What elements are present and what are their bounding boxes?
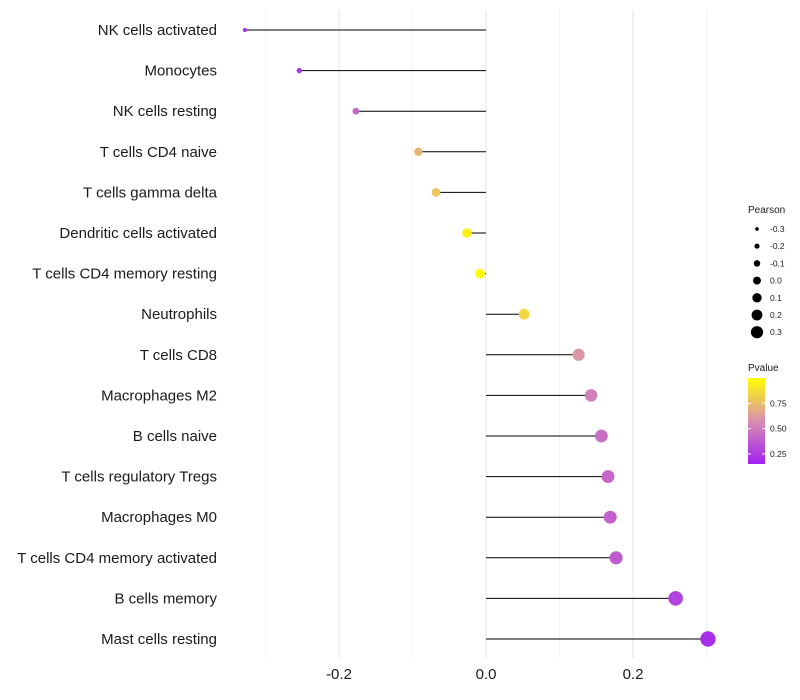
- size-legend-key: [754, 243, 760, 249]
- lollipop-point: [296, 67, 302, 74]
- size-legend-label: 0.2: [770, 310, 782, 320]
- category-label: B cells memory: [114, 590, 217, 607]
- color-legend-label: 0.50: [770, 424, 787, 434]
- size-legend-key: [753, 276, 761, 285]
- category-label: T cells gamma delta: [83, 184, 218, 201]
- color-legend-label: 0.75: [770, 398, 787, 408]
- x-tick-label: -0.2: [326, 666, 352, 683]
- category-label: T cells CD4 memory activated: [17, 550, 217, 567]
- size-legend-key: [752, 293, 762, 303]
- lollipop-point: [584, 389, 598, 402]
- size-legend-label: 0.1: [770, 293, 782, 303]
- lollipop-point: [414, 147, 423, 156]
- lollipop-point: [462, 228, 472, 238]
- lollipop-point: [352, 107, 360, 115]
- lollipop-point: [242, 27, 247, 33]
- size-legend-label: 0.0: [770, 276, 782, 286]
- category-label: T cells regulatory Tregs: [61, 469, 217, 486]
- size-legend-label: 0.3: [770, 327, 782, 337]
- color-legend-label: 0.25: [770, 449, 787, 459]
- size-legend-key: [750, 326, 764, 339]
- x-tick-label: 0.2: [623, 666, 644, 683]
- lollipop-point: [609, 551, 623, 565]
- lollipop-point: [700, 631, 716, 647]
- x-axis-ticks: -0.2 0.0 0.2: [326, 666, 643, 683]
- category-label: B cells naive: [133, 428, 217, 445]
- size-legend-key: [755, 227, 759, 231]
- size-legend: Pearson -0.3 -0.2 -0.1 0.0 0.1 0.2 0.3: [748, 205, 785, 339]
- category-labels: NK cells activated Monocytes NK cells rest…: [17, 22, 217, 648]
- color-legend-title: Pvalue: [748, 363, 779, 374]
- category-label: NK cells activated: [98, 22, 217, 39]
- size-legend-label: -0.1: [770, 258, 785, 268]
- category-label: Dendritic cells activated: [59, 225, 217, 242]
- lollipop-point: [601, 470, 615, 484]
- size-legend-key: [751, 309, 763, 321]
- size-legend-label: -0.3: [770, 224, 785, 234]
- category-label: T cells CD8: [140, 347, 217, 364]
- lollipop-point: [603, 510, 617, 524]
- category-label: T cells CD4 memory resting: [32, 266, 217, 283]
- category-label: Neutrophils: [141, 306, 217, 323]
- size-legend-title: Pearson: [748, 205, 785, 216]
- size-legend-key: [753, 260, 761, 267]
- category-label: Mast cells resting: [101, 631, 217, 648]
- lollipop-stems: [244, 29, 708, 640]
- lollipop-point: [572, 348, 585, 361]
- lollipop-point: [518, 308, 530, 320]
- grid-lines: [265, 10, 707, 658]
- category-label: Macrophages M0: [101, 509, 217, 526]
- lollipop-points: [242, 27, 716, 647]
- pvalue-color-bar: [748, 378, 765, 464]
- size-legend-label: -0.2: [770, 241, 785, 251]
- category-label: Macrophages M2: [101, 387, 217, 404]
- lollipop-point: [595, 429, 608, 443]
- lollipop-point: [668, 591, 683, 606]
- category-label: NK cells resting: [113, 103, 217, 120]
- category-label: T cells CD4 naive: [100, 144, 217, 161]
- lollipop-point: [431, 188, 441, 197]
- x-tick-label: 0.0: [476, 666, 497, 683]
- lollipop-point: [475, 268, 486, 279]
- color-legend: Pvalue 0.75 0.50 0.25: [748, 363, 787, 464]
- category-label: Monocytes: [144, 63, 217, 80]
